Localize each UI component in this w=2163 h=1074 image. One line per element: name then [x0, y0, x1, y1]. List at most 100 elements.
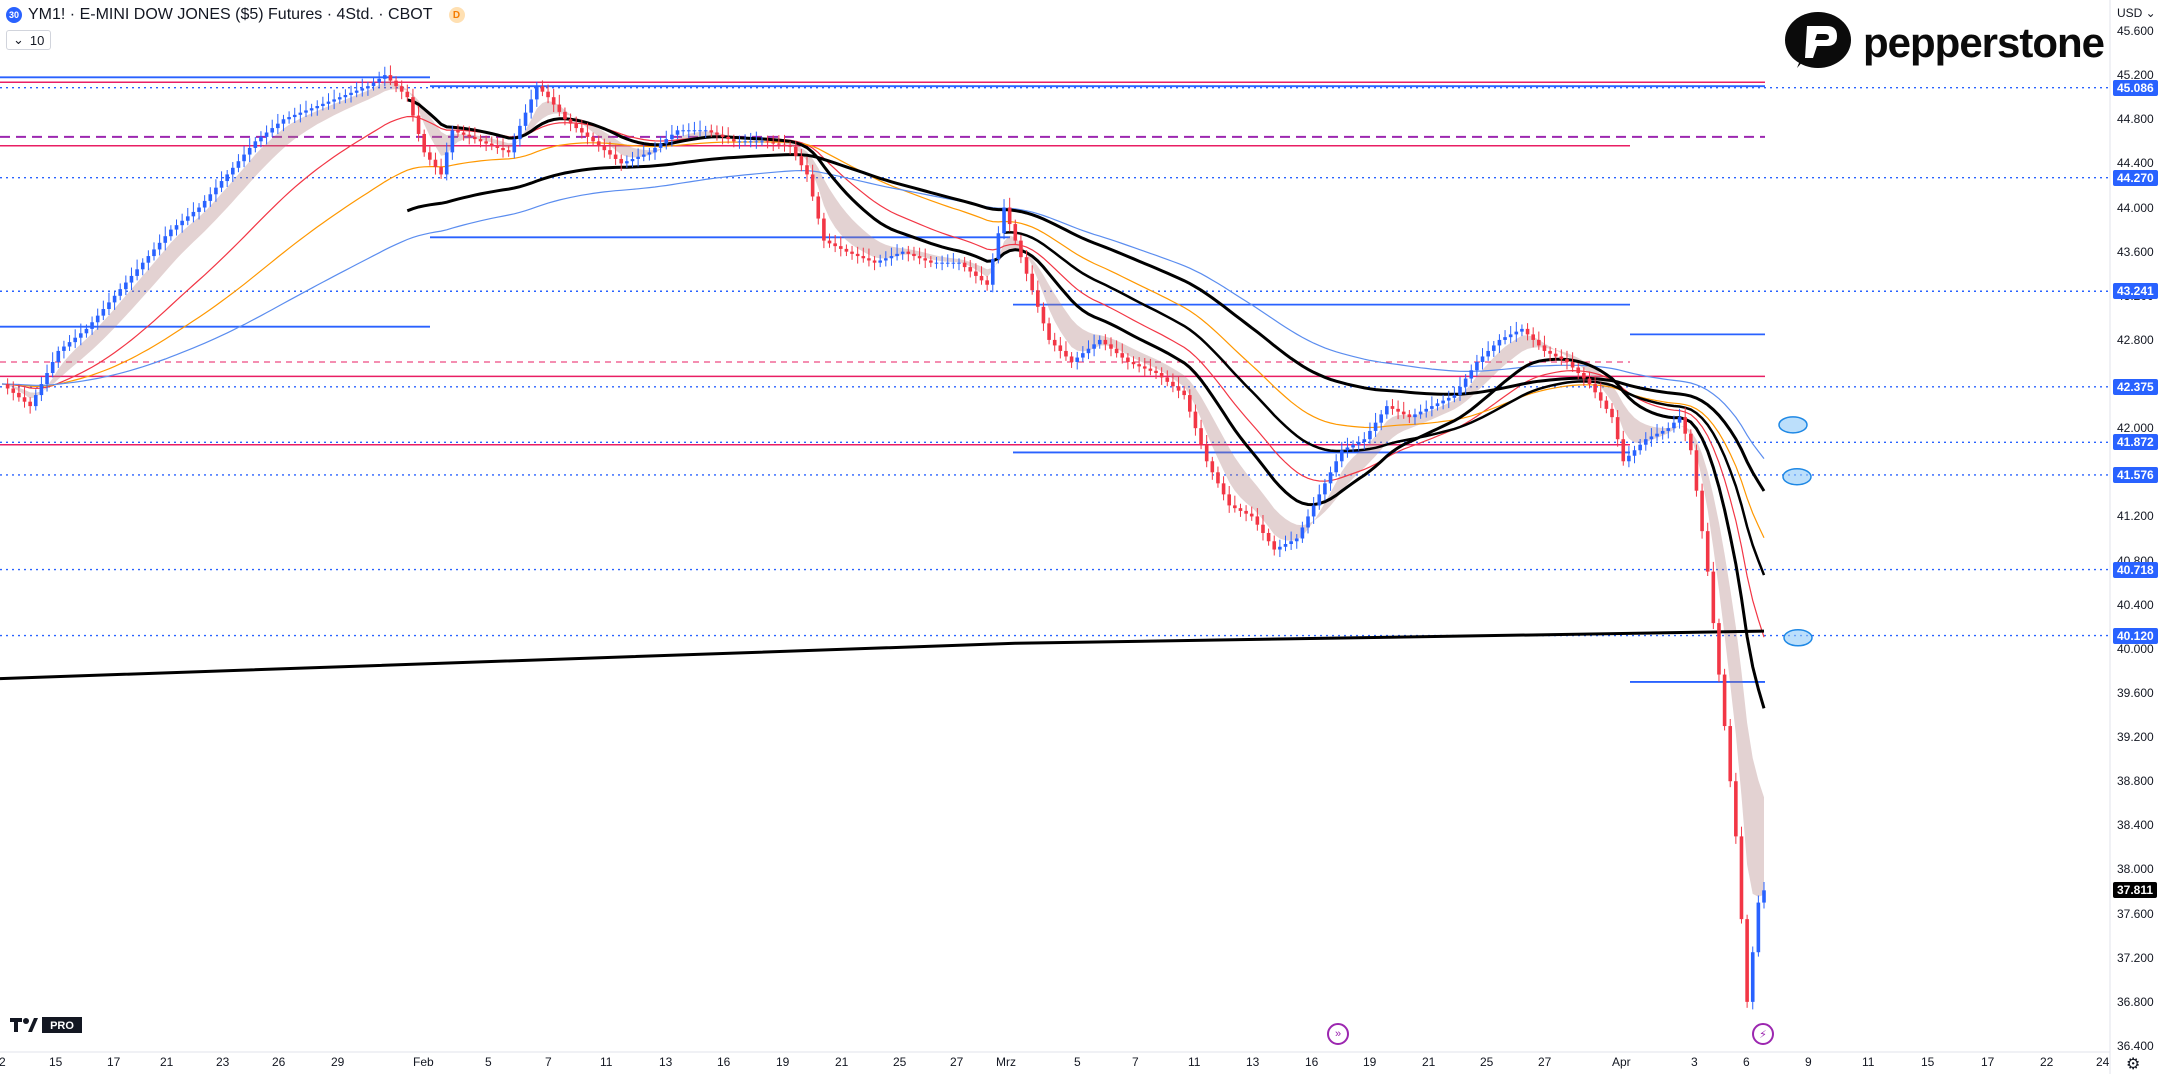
candle-body	[169, 229, 173, 237]
candle-body	[1013, 224, 1018, 241]
candle-body	[1491, 345, 1496, 351]
y-tick-label: 44.800	[2117, 112, 2154, 127]
candle-body	[1672, 422, 1676, 429]
candle-body	[1700, 490, 1704, 532]
candle-body	[326, 101, 331, 104]
candle-body	[219, 181, 224, 188]
symbol-badge[interactable]: 30	[6, 7, 22, 23]
candle-body	[1216, 472, 1220, 484]
candle-body	[1058, 345, 1063, 351]
candle-body	[191, 211, 196, 217]
currency-selector[interactable]: USD ⌄	[2117, 6, 2156, 20]
target-ellipses	[1778, 416, 1813, 647]
x-tick-label: 17	[1981, 1055, 1995, 1069]
brand-logo: pepperstone	[1783, 10, 2105, 76]
candle-body	[129, 275, 134, 283]
candle-body	[1131, 361, 1136, 365]
data-badge[interactable]: D	[448, 7, 465, 23]
candle-body	[1052, 339, 1057, 346]
target-ellipse	[1778, 416, 1808, 434]
candle-body	[79, 333, 83, 338]
candle-body	[518, 125, 522, 140]
x-tick-label: 9	[1805, 1055, 1812, 1069]
candle-body	[563, 111, 567, 120]
replay-forward-icon[interactable]: »	[1327, 1023, 1349, 1045]
x-tick-label: 27	[950, 1055, 964, 1069]
candle-body	[1396, 408, 1400, 412]
candle-body	[1142, 366, 1147, 369]
y-tick-label: 39.600	[2117, 685, 2154, 700]
candle-body	[1677, 417, 1682, 423]
y-tick-label: 36.800	[2117, 994, 2154, 1009]
candle-body	[73, 337, 77, 343]
y-tick-label: 38.800	[2117, 774, 2154, 789]
candle-body	[1598, 392, 1603, 401]
candle-body	[1475, 361, 1479, 371]
candle-body	[382, 75, 387, 79]
lightning-icon[interactable]: ⚡	[1752, 1023, 1774, 1045]
candle-body	[1103, 339, 1108, 345]
candle-body	[253, 141, 258, 148]
candle-body	[782, 144, 787, 146]
candle-body	[1351, 444, 1355, 448]
candle-body	[1238, 508, 1243, 511]
candle-body	[439, 167, 443, 175]
symbol-title[interactable]: YM1! · E-MINI DOW JONES ($5) Futures · 4…	[28, 6, 433, 23]
candle-body	[1576, 367, 1581, 374]
candle-body	[107, 302, 111, 310]
candle-body	[574, 123, 578, 129]
candle-body	[1339, 450, 1344, 462]
gear-icon[interactable]: ⚙	[2126, 1056, 2141, 1073]
candle-body	[1227, 494, 1232, 506]
candle-body	[596, 141, 601, 146]
y-tick-label: 42.800	[2117, 332, 2154, 347]
candle-body	[608, 150, 612, 155]
candle-body	[872, 260, 877, 263]
candle-body	[1097, 339, 1102, 345]
candle-body	[906, 251, 911, 254]
candle-body	[506, 150, 511, 153]
y-tick-label: 40.000	[2117, 641, 2154, 656]
indicator-count: 10	[29, 32, 45, 48]
candle-body	[1272, 541, 1277, 550]
candle-body	[298, 112, 303, 115]
candle-body	[1587, 378, 1592, 385]
y-tick-label: 42.000	[2117, 421, 2154, 436]
candle-body	[84, 328, 89, 334]
candle-body	[388, 75, 393, 81]
candle-body	[1356, 441, 1361, 445]
tv-pro-label: PRO	[50, 1020, 74, 1032]
candle-body	[912, 253, 916, 257]
candle-body	[101, 309, 106, 316]
candle-body	[1570, 361, 1575, 368]
candle-body	[461, 132, 466, 135]
y-tick-label: 38.000	[2117, 862, 2154, 877]
candle-body	[208, 194, 213, 201]
chart-header: 30 YM1! · E-MINI DOW JONES ($5) Futures …	[6, 6, 465, 24]
candle-body	[416, 115, 421, 134]
x-tick-label: 2	[0, 1055, 6, 1069]
candle-body	[760, 141, 764, 143]
candle-body	[276, 123, 280, 129]
candle-body	[799, 156, 804, 166]
candle-body	[748, 141, 753, 143]
candle-body	[118, 289, 123, 296]
candle-body	[242, 154, 246, 162]
candle-body	[664, 139, 669, 144]
candle-body	[743, 141, 747, 143]
candle-body	[540, 86, 545, 92]
indicator-toggle[interactable]: ⌄ 10	[6, 30, 52, 50]
candle-body	[557, 104, 562, 112]
candle-body	[377, 78, 381, 83]
candle-body	[428, 152, 432, 160]
candle-body	[321, 103, 325, 107]
x-tick-label: 19	[1363, 1055, 1377, 1069]
candle-body	[1435, 403, 1440, 407]
candle-body	[512, 139, 517, 153]
candle-body	[1452, 395, 1457, 398]
candle-body	[1649, 436, 1654, 440]
candle-body	[1317, 494, 1322, 506]
candle-body	[647, 152, 652, 155]
y-tick-label: 44.000	[2117, 200, 2154, 215]
